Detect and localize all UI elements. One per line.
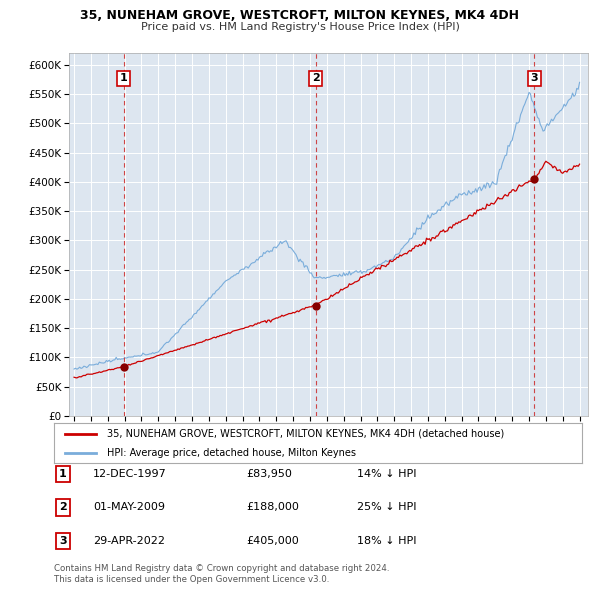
Text: 2: 2 <box>59 503 67 512</box>
Text: 18% ↓ HPI: 18% ↓ HPI <box>357 536 416 546</box>
Text: 35, NUNEHAM GROVE, WESTCROFT, MILTON KEYNES, MK4 4DH: 35, NUNEHAM GROVE, WESTCROFT, MILTON KEY… <box>80 9 520 22</box>
Text: £83,950: £83,950 <box>246 469 292 478</box>
Text: 12-DEC-1997: 12-DEC-1997 <box>93 469 167 478</box>
Text: HPI: Average price, detached house, Milton Keynes: HPI: Average price, detached house, Milt… <box>107 448 356 458</box>
Text: 25% ↓ HPI: 25% ↓ HPI <box>357 503 416 512</box>
Text: 29-APR-2022: 29-APR-2022 <box>93 536 165 546</box>
Text: This data is licensed under the Open Government Licence v3.0.: This data is licensed under the Open Gov… <box>54 575 329 584</box>
Text: 3: 3 <box>530 74 538 84</box>
Text: Contains HM Land Registry data © Crown copyright and database right 2024.: Contains HM Land Registry data © Crown c… <box>54 565 389 573</box>
Text: 1: 1 <box>120 74 128 84</box>
Text: 14% ↓ HPI: 14% ↓ HPI <box>357 469 416 478</box>
Text: 01-MAY-2009: 01-MAY-2009 <box>93 503 165 512</box>
Text: £405,000: £405,000 <box>246 536 299 546</box>
Text: Price paid vs. HM Land Registry's House Price Index (HPI): Price paid vs. HM Land Registry's House … <box>140 22 460 32</box>
Text: 35, NUNEHAM GROVE, WESTCROFT, MILTON KEYNES, MK4 4DH (detached house): 35, NUNEHAM GROVE, WESTCROFT, MILTON KEY… <box>107 429 504 439</box>
Text: 3: 3 <box>59 536 67 546</box>
Text: 2: 2 <box>311 74 319 84</box>
Text: 1: 1 <box>59 469 67 478</box>
Text: £188,000: £188,000 <box>246 503 299 512</box>
